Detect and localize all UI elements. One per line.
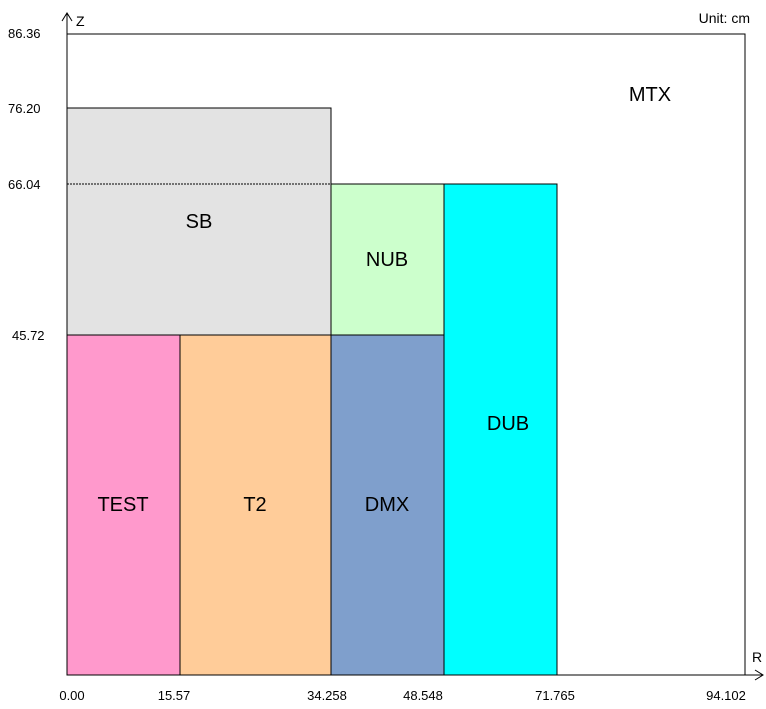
z-axis-arrow <box>61 12 73 22</box>
z-tick-label: 66.04 <box>8 177 41 192</box>
r-tick-label: 71.765 <box>535 688 575 703</box>
r-axis-arrow <box>754 669 764 681</box>
r-tick-label: 48.548 <box>403 688 443 703</box>
region-label-dmx: DMX <box>365 494 409 516</box>
region-dub <box>443 183 558 676</box>
r-tick-label: 15.57 <box>158 688 191 703</box>
z-tick-label: 76.20 <box>8 101 41 116</box>
region-label-sb: SB <box>186 211 213 233</box>
region-t2 <box>179 334 332 676</box>
r-tick-label: 94.102 <box>706 688 746 703</box>
region-label-mtx: MTX <box>629 84 671 106</box>
z-tick-label: 86.36 <box>8 26 41 41</box>
z-axis-label: Z <box>76 13 85 29</box>
r-axis-label: R <box>752 649 762 665</box>
region-sb <box>66 107 332 336</box>
region-label-t2: T2 <box>243 494 266 516</box>
r-tick-label: 34.258 <box>307 688 347 703</box>
region-dmx <box>330 334 445 676</box>
r-tick-label: 0.00 <box>59 688 84 703</box>
region-label-nub: NUB <box>366 249 408 271</box>
unit-label: Unit: cm <box>699 10 750 26</box>
region-label-test: TEST <box>97 494 148 516</box>
region-label-dub: DUB <box>487 413 529 435</box>
z-tick-label: 45.72 <box>12 328 45 343</box>
